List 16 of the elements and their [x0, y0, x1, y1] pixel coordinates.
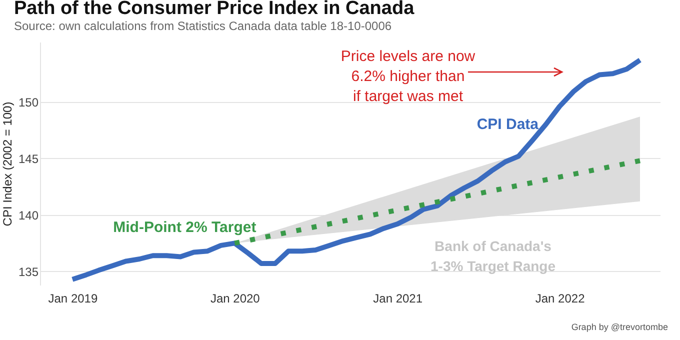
y-tick-label: 140 — [18, 208, 39, 222]
annotation: Bank of Canada's 1-3% Target Range — [430, 238, 556, 274]
annotation: Price levels are now 6.2% higher than if target was met — [340, 48, 476, 105]
x-tick-label: Jan 2022 — [535, 292, 586, 306]
chart-title: Path of the Consumer Price Index in Canada — [14, 0, 415, 19]
x-tick-label: Jan 2021 — [373, 292, 423, 306]
y-tick-label: 145 — [18, 152, 39, 166]
series-label: Mid-Point 2% Target — [113, 219, 256, 236]
text: Graph by @trevortombe — [571, 322, 668, 332]
x-tick-label: Jan 2020 — [210, 292, 260, 306]
y-tick-label: 135 — [18, 264, 39, 279]
x-tick-label: Jan 2019 — [48, 292, 98, 306]
series-label: CPI Data — [476, 116, 540, 134]
y-axis-title: CPI Index (2002 = 100) — [0, 102, 14, 226]
chart-subtitle: Source: own calculations from Statistics Canada data table 18-10-0006 — [14, 19, 392, 33]
y-tick-label: 150 — [18, 95, 39, 110]
